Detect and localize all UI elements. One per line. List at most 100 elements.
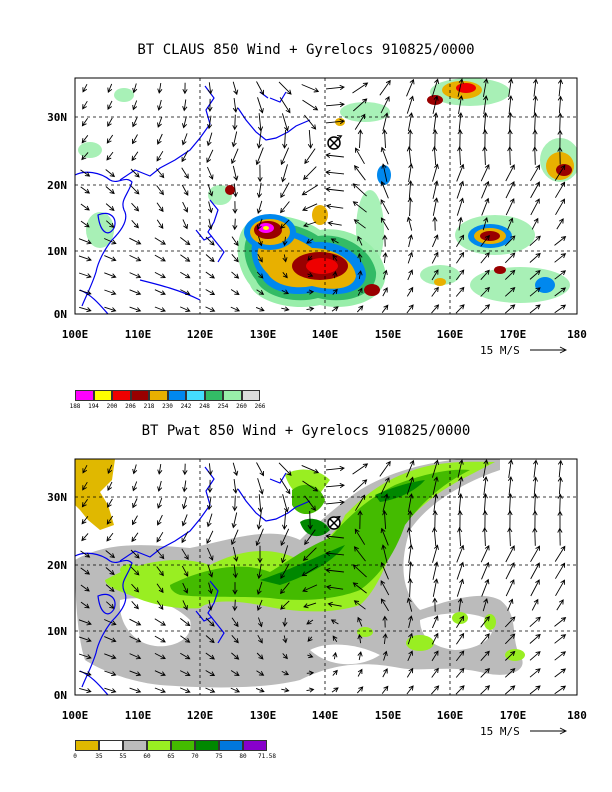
wind-vector-arrow	[380, 146, 389, 165]
wind-vector-arrow	[206, 149, 214, 164]
wind-vector-arrow	[129, 237, 142, 245]
wind-vector-arrow	[207, 82, 213, 95]
wind-vector-arrow	[232, 564, 238, 579]
wind-vector-arrow	[78, 653, 92, 660]
wind-vector-arrow	[530, 181, 540, 199]
wind-vector-arrow	[80, 601, 90, 609]
wind-vector-arrow	[355, 147, 365, 165]
wind-vector-arrow	[481, 578, 490, 597]
wind-vector-arrow	[354, 528, 366, 545]
wind-vector-arrow	[256, 670, 265, 676]
wind-vector-arrow	[529, 651, 541, 661]
svg-text:30N: 30N	[47, 111, 67, 124]
wind-vector-arrow	[131, 202, 140, 212]
wind-vector-arrow	[104, 306, 117, 313]
wind-vector-arrow	[81, 516, 89, 525]
wind-vector-arrow	[107, 117, 113, 127]
wind-vector-arrow	[81, 118, 88, 127]
wind-vector-arrow	[406, 95, 415, 114]
wind-vector-arrow	[80, 550, 91, 558]
wind-vector-arrow	[529, 685, 541, 695]
wind-vector-arrow	[79, 306, 92, 313]
wind-vector-arrow	[456, 234, 465, 247]
panel1-legend-swatch	[204, 390, 223, 401]
wind-vector-arrow	[357, 252, 363, 263]
panel2-legend-swatch	[99, 740, 123, 751]
panel1-coastline	[75, 85, 311, 314]
wind-vector-arrow	[456, 251, 465, 264]
wind-vector-arrow	[105, 203, 115, 212]
wind-vector-arrow	[455, 304, 465, 314]
wind-vector-arrow	[529, 304, 541, 314]
wind-vector-arrow	[230, 306, 241, 312]
panel1-frame	[74, 77, 578, 315]
wind-vector-arrow	[80, 186, 91, 194]
wind-vector-arrow	[354, 165, 366, 181]
wind-vector-arrow	[455, 650, 465, 662]
wind-vector-arrow	[256, 289, 265, 295]
wind-vector-arrow	[107, 481, 113, 491]
wind-vector-arrow	[432, 510, 438, 530]
panel2-scale-vector: 15 M/S	[480, 725, 568, 738]
wind-vector-arrow	[306, 670, 315, 676]
svg-text:170E: 170E	[500, 709, 527, 722]
wind-vector-arrow	[431, 234, 439, 248]
svg-text:0N: 0N	[54, 689, 67, 702]
wind-vector-arrow	[504, 287, 516, 297]
wind-vector-arrow	[480, 544, 490, 563]
wind-vector-arrow	[232, 546, 239, 562]
panel1-legend-label: 206	[125, 403, 136, 410]
wind-vector-arrow	[157, 83, 163, 94]
svg-text:30N: 30N	[47, 491, 67, 504]
wind-vector-arrow	[431, 615, 439, 629]
wind-vector-arrow	[231, 652, 240, 660]
svg-text:140E: 140E	[312, 328, 339, 341]
wind-vector-arrow	[282, 617, 288, 628]
wind-vector-arrow	[180, 618, 191, 627]
wind-vector-arrow	[530, 579, 540, 597]
panel1-map: 100E 110E 120E 130E 140E 150E 160E 170E …	[47, 77, 587, 357]
wind-vector-arrow	[325, 203, 344, 209]
svg-text:150E: 150E	[375, 709, 402, 722]
wind-vector-arrow	[325, 465, 345, 472]
wind-vector-arrow	[155, 549, 165, 560]
wind-vector-arrow	[131, 220, 139, 229]
wind-vector-arrow	[352, 82, 369, 94]
wind-vector-arrow	[555, 562, 566, 579]
wind-vector-arrow	[352, 564, 367, 578]
wind-vector-arrow	[282, 272, 288, 279]
wind-vector-arrow	[156, 566, 164, 577]
wind-vector-arrow	[406, 685, 414, 695]
wind-vector-arrow	[357, 510, 363, 530]
panel1-legend-label: 266	[254, 403, 266, 410]
panel2-legend-label: 55	[119, 753, 127, 760]
wind-vector-arrow	[307, 510, 313, 530]
wind-vector-arrow	[180, 237, 191, 246]
wind-vector-arrow	[280, 600, 290, 610]
wind-vector-arrow	[480, 286, 490, 297]
wind-vector-arrow	[357, 270, 363, 280]
wind-vector-arrow	[104, 653, 117, 660]
wind-vector-arrow	[432, 597, 438, 612]
wind-vector-arrow	[480, 269, 490, 280]
wind-vector-arrow	[353, 600, 366, 610]
wind-vector-arrow	[256, 581, 263, 595]
wind-vector-arrow	[431, 650, 439, 662]
wind-vector-arrow	[104, 636, 117, 643]
wind-vector-arrow	[432, 544, 439, 563]
panel2-legend-label: 80	[239, 753, 247, 760]
wind-vector-arrow	[529, 287, 541, 297]
wind-vector-arrow	[279, 97, 291, 114]
wind-vector-arrow	[507, 493, 513, 513]
panel2-legend-swatch	[171, 740, 195, 751]
wind-vector-arrow	[281, 306, 290, 312]
wind-vector-arrow	[457, 597, 463, 612]
wind-vector-arrow	[232, 462, 239, 477]
wind-vector-arrow	[482, 527, 488, 547]
wind-vector-arrow	[353, 546, 366, 562]
wind-vector-arrow	[156, 185, 164, 196]
svg-text:120E: 120E	[187, 328, 214, 341]
wind-vector-arrow	[304, 529, 316, 546]
wind-vector-arrow	[307, 129, 314, 149]
wind-vector-arrow	[380, 96, 390, 114]
